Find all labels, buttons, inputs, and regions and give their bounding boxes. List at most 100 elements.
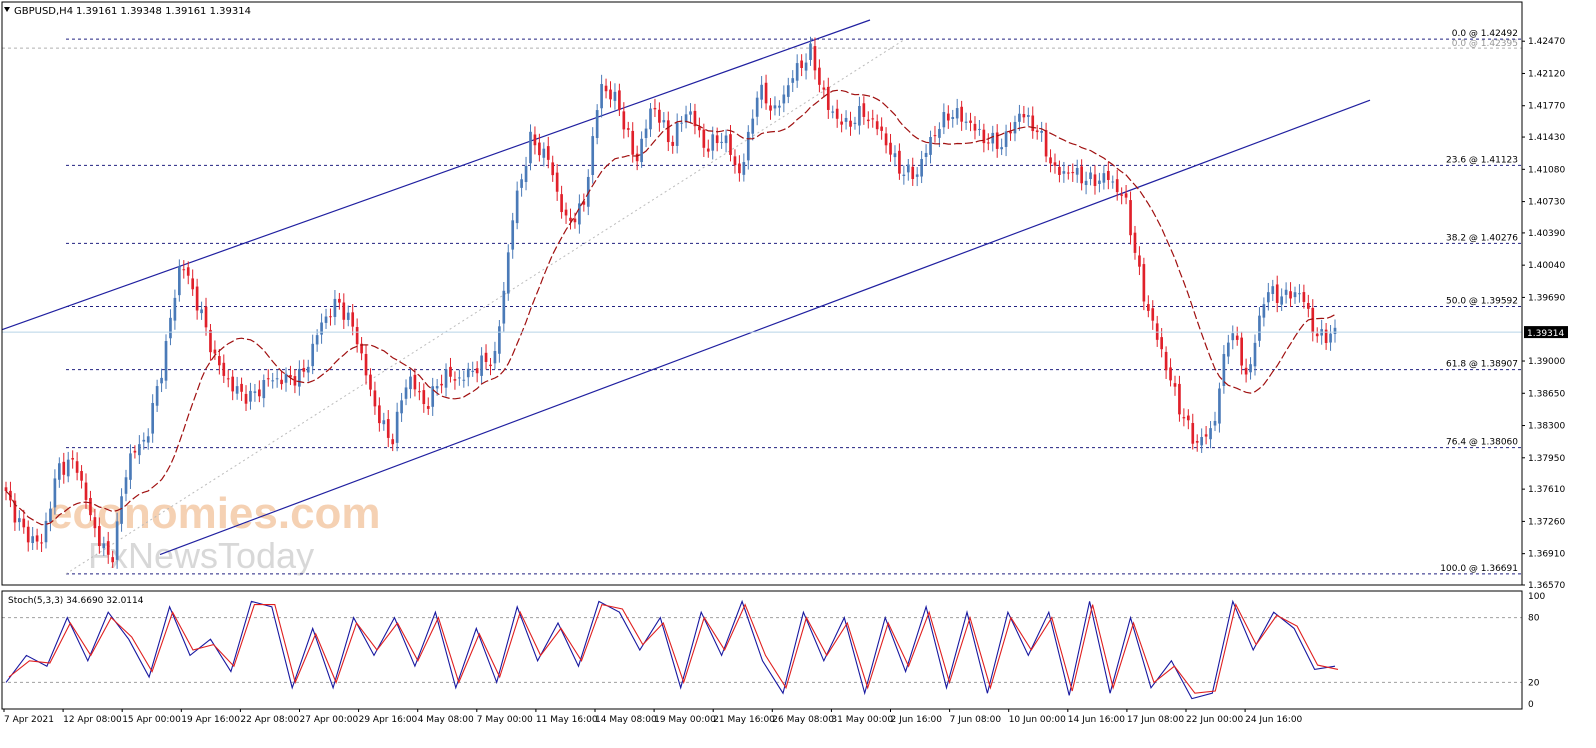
candle-body — [44, 520, 48, 543]
candle-body — [1209, 428, 1212, 440]
candle-body — [844, 117, 848, 122]
candle-body — [382, 420, 386, 425]
candle-body — [804, 62, 808, 71]
candle-body — [1293, 292, 1297, 298]
x-tick-label: 7 May 00:00 — [477, 715, 533, 725]
candle-body — [746, 131, 750, 161]
candle-body — [364, 353, 368, 376]
candle-body — [684, 114, 688, 123]
candle-body — [1302, 292, 1306, 302]
candle-body — [564, 209, 568, 216]
candle-body — [435, 386, 439, 389]
candle-body — [98, 526, 101, 547]
candle-body — [995, 132, 999, 149]
candle-body — [164, 341, 168, 381]
candle-body — [1071, 172, 1075, 174]
stoch-y-label: 80 — [1528, 614, 1540, 624]
candle-body — [1026, 115, 1030, 117]
x-tick-label: 11 May 16:00 — [536, 715, 598, 725]
candle-body — [1146, 304, 1150, 311]
candle-body — [200, 309, 203, 314]
candle-body — [1226, 342, 1230, 357]
symbol-dropdown-icon[interactable] — [4, 7, 10, 12]
candle-body — [729, 134, 732, 155]
x-tick-label: 29 Apr 16:00 — [359, 715, 418, 725]
candle-body — [182, 269, 186, 271]
candle-body — [853, 122, 857, 124]
candle-body — [1062, 171, 1066, 174]
candle-body — [133, 450, 137, 453]
candle-body — [1266, 292, 1270, 303]
stoch-pane-frame — [1, 590, 1523, 710]
chart-symbol: GBPUSD,H4 — [14, 6, 73, 17]
candle-body — [644, 128, 648, 139]
candle-body — [675, 122, 679, 146]
candle-body — [1311, 307, 1315, 333]
candle-body — [355, 327, 359, 345]
candle-body — [533, 134, 537, 146]
x-tick-label: 19 May 00:00 — [654, 715, 716, 725]
candle-body — [351, 312, 355, 327]
candle-body — [1200, 437, 1203, 446]
candle-body — [1315, 333, 1319, 337]
candle-body — [462, 379, 466, 381]
candle-body — [640, 138, 643, 163]
candle-body — [1044, 130, 1048, 157]
candle-body — [1329, 333, 1332, 343]
candle-body — [911, 166, 915, 180]
candle-body — [1089, 172, 1092, 180]
candle-body — [471, 370, 475, 372]
candle-body — [302, 367, 306, 372]
candle-body — [315, 335, 319, 345]
candle-body — [969, 120, 972, 123]
candle-body — [906, 164, 910, 173]
stoch-y-label: 20 — [1528, 678, 1540, 688]
candle-body — [1284, 289, 1288, 295]
candle-body — [875, 121, 879, 130]
candle-body — [742, 162, 746, 175]
candle-body — [831, 111, 835, 113]
candle-body — [409, 376, 412, 390]
candle-body — [955, 108, 959, 119]
candle-body — [702, 129, 706, 148]
candle-body — [49, 508, 52, 523]
candle-body — [1258, 315, 1261, 341]
candle-body — [604, 85, 608, 92]
y-tick-label: 1.41080 — [1528, 165, 1565, 175]
candle-body — [444, 369, 448, 388]
candle-body — [155, 386, 159, 406]
candle-body — [662, 120, 666, 123]
candle-body — [666, 120, 670, 143]
fib-level-label: 50.0 @ 1.39592 — [1446, 296, 1518, 306]
candle-body — [1093, 174, 1097, 186]
candle-body — [191, 278, 195, 290]
candle-body — [1262, 304, 1266, 318]
stoch-main-line — [5, 599, 1336, 700]
candle-body — [680, 122, 683, 124]
y-tick-label: 1.38300 — [1528, 422, 1565, 432]
candle-body — [1124, 193, 1128, 198]
candle-body — [809, 43, 812, 60]
candle-body — [1244, 367, 1248, 375]
candle-body — [1018, 113, 1021, 122]
candle-body — [333, 298, 337, 317]
candle-body — [826, 86, 830, 110]
x-tick-label: 17 Jun 08:00 — [1127, 715, 1184, 725]
candle-body — [622, 111, 626, 130]
candle-body — [1306, 302, 1310, 309]
candle-body — [1120, 194, 1123, 196]
candle-body — [626, 128, 630, 130]
y-tick-label: 1.38650 — [1528, 389, 1565, 399]
candle-body — [573, 218, 577, 223]
candle-body — [400, 400, 403, 414]
watermark-brand: economies.com — [48, 489, 381, 538]
candle-body — [769, 105, 772, 111]
candle-body — [618, 90, 621, 111]
candle-body — [822, 87, 826, 90]
y-tick-label: 1.37610 — [1528, 485, 1565, 495]
candle-body — [795, 63, 799, 81]
channel-upper-line — [1, 19, 871, 331]
candle-body — [764, 82, 768, 104]
candle-body — [320, 322, 323, 335]
candle-body — [1275, 284, 1279, 303]
